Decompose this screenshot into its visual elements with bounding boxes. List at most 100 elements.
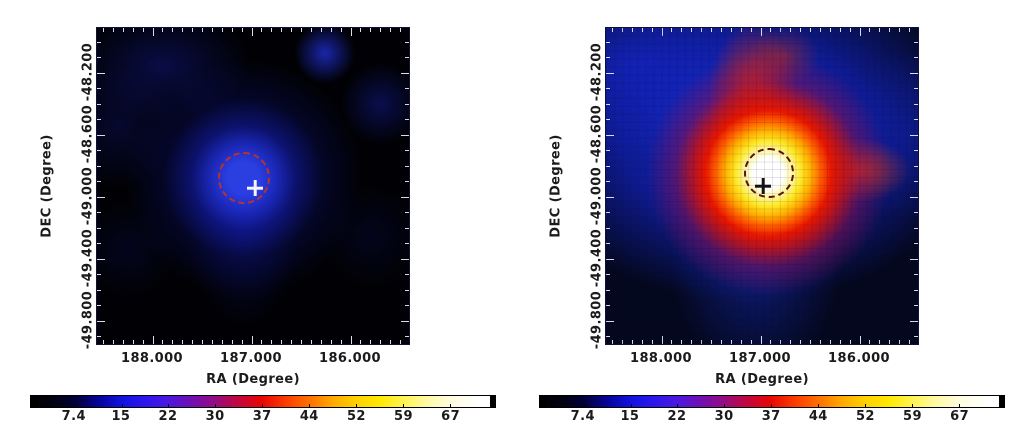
axis-tick-mark [691,28,693,32]
axis-tick-mark [606,103,610,105]
axis-tick-mark [612,28,613,32]
dec-tick-label: -48.200 [589,42,605,102]
colorbar-tick-mark [818,404,820,407]
axis-tick-mark [770,340,772,344]
colorbar-tick-mark [309,404,311,407]
axis-tick-mark [740,340,742,344]
axis-tick-mark [914,88,918,89]
axis-tick-mark [914,227,918,229]
axis-tick-mark [770,28,772,32]
axis-tick-mark [320,28,322,32]
axis-tick-mark [380,28,382,32]
colorbar-tick-label: 52 [346,409,366,424]
axis-tick-mark [910,134,918,136]
axis-tick-mark [405,274,409,275]
axis-tick-mark [310,28,312,32]
axis-tick-mark [691,340,693,344]
axis-tick-mark [405,305,409,306]
source-position-cross-icon [247,180,263,196]
axis-tick-mark [202,28,203,32]
axis-tick-mark [97,320,105,322]
axis-tick-mark [390,28,392,32]
axis-tick-mark [819,28,821,32]
axis-tick-mark [701,28,703,32]
axis-tick-mark [97,72,105,74]
colorbar-tick-mark [215,404,217,407]
colorbar-tick-mark [677,404,679,407]
axis-tick-mark [291,340,293,344]
colorbar-endcap [490,396,495,407]
colorbar-tick-mark [449,404,451,407]
axis-tick-mark [172,340,174,344]
axis-tick-mark [760,336,762,344]
colorbar-tick-label: 15 [620,409,640,424]
axis-tick-mark [405,103,409,105]
ra-tick-label: 188.000 [120,351,184,366]
axis-tick-mark [405,41,409,43]
ra-tick-label: 186.000 [318,351,382,366]
colorbar-tick-mark [583,404,585,407]
axis-tick-mark [780,340,782,344]
axis-tick-mark [859,28,861,36]
axis-tick-mark [839,28,841,32]
axis-tick-mark [914,243,918,244]
axis-tick-mark [97,88,101,89]
dec-tick-label: -49.000 [589,166,605,226]
colorbar-tick-label: 44 [299,409,319,424]
axis-tick-mark [97,134,105,136]
axis-tick-mark [241,28,243,32]
colorbar-tick-label: 52 [855,409,875,424]
axis-tick-mark [172,28,174,32]
colorbar-tick-mark [630,404,632,407]
axis-tick-mark [271,28,273,32]
axis-tick-mark [162,28,164,32]
axis-tick-mark [681,28,683,32]
axis-tick-mark [301,28,302,32]
ra-tick-label: 188.000 [629,351,693,366]
axis-tick-mark [790,340,792,344]
axis-tick-mark [914,41,918,43]
colorbar-endcap [999,396,1004,407]
colorbar-tick-label: 22 [158,409,178,424]
axis-tick-mark [606,305,610,306]
axis-tick-mark [380,340,382,344]
axis-tick-mark [889,28,891,32]
sky-map-panel-right: DEC (Degree) RA (Degree) 188.000 187.000 1… [509,0,1009,431]
source-position-cross-icon [755,178,771,194]
axis-tick-mark [405,243,409,244]
axis-tick-mark [405,88,409,89]
axis-tick-mark [839,340,841,344]
axis-tick-mark [401,196,409,198]
colorbar-tick-label: 22 [667,409,687,424]
axis-tick-mark [97,150,101,151]
axis-tick-mark [914,119,918,120]
axis-tick-mark [97,57,101,58]
axis-tick-mark [340,340,342,344]
colorbar-tick-label: 67 [950,409,970,424]
axis-tick-mark [221,28,223,32]
axis-tick-mark [730,340,732,344]
axis-tick-mark [97,119,101,120]
dec-tick-label: -49.400 [80,228,96,288]
axis-tick-mark [122,28,124,32]
axis-tick-mark [819,340,821,344]
axis-tick-mark [909,340,910,344]
dec-axis-label: DEC (Degree) [548,134,564,238]
colorbar-tick-mark [771,404,773,407]
axis-tick-mark [405,289,409,291]
axis-tick-mark [720,340,722,344]
axis-tick-mark [730,28,732,32]
axis-tick-mark [162,340,164,344]
axis-tick-mark [231,28,233,32]
axis-tick-mark [401,258,409,260]
axis-tick-mark [606,289,610,291]
axis-tick-mark [606,41,610,43]
axis-tick-mark [914,289,918,291]
axis-tick-mark [405,165,409,167]
ra-tick-label: 187.000 [219,351,283,366]
axis-tick-mark [914,336,918,337]
colorbar-tick-mark [74,404,76,407]
axis-tick-mark [606,258,614,260]
ra-tick-label: 186.000 [827,351,891,366]
axis-tick-mark [97,258,105,260]
